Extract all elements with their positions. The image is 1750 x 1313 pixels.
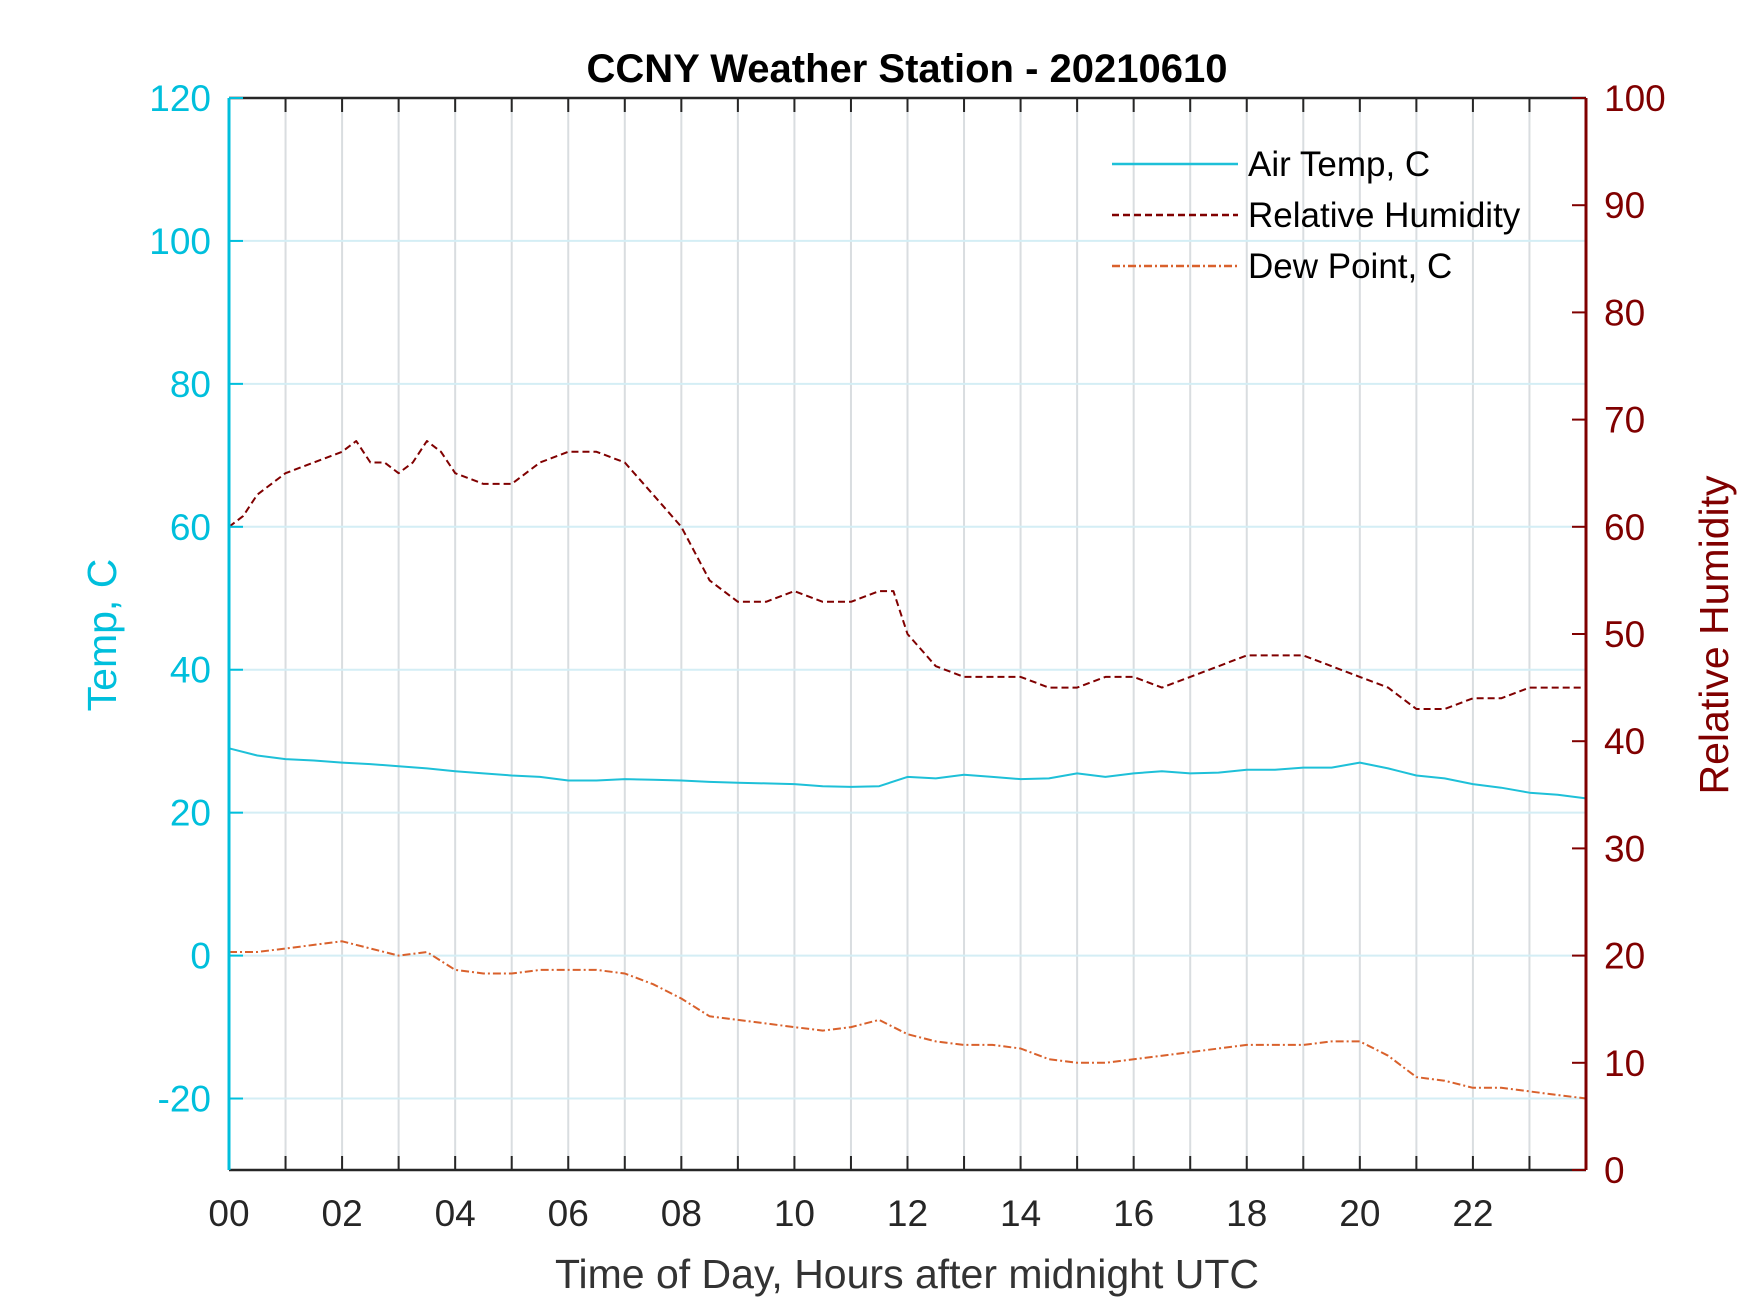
series-line-air-temp-c [228, 747, 1587, 800]
x-tick-label: 18 [1226, 1193, 1267, 1234]
y-right-tick-label: 10 [1604, 1043, 1645, 1084]
legend-label-relative-humidity: Relative Humidity [1248, 196, 1521, 235]
y-axis-label-left: Temp, C [79, 559, 125, 712]
series-line-relative-humidity [228, 440, 1586, 710]
y-axis-label-right: Relative Humidity [1691, 475, 1737, 794]
x-tick-label: 16 [1113, 1193, 1154, 1234]
y-left-tick-label: 80 [170, 364, 211, 405]
x-tick-label: 12 [887, 1193, 928, 1234]
y-left-tick-label: 120 [149, 78, 211, 119]
x-tick-label: 08 [661, 1193, 702, 1234]
y-right-tick-label: 80 [1604, 292, 1645, 333]
grid-lines [229, 97, 1586, 1170]
y-right-tick-label: 100 [1604, 78, 1666, 119]
y-left-tick-label: 20 [170, 793, 211, 834]
y-right-tick-label: 60 [1604, 507, 1645, 548]
chart-title: CCNY Weather Station - 20210610 [587, 47, 1228, 91]
x-tick-label: 02 [322, 1193, 363, 1234]
y-right-tick-label: 70 [1604, 400, 1645, 441]
x-tick-label: 04 [435, 1193, 476, 1234]
tick-labels: 00 02 04 06 08 10 12 14 16 18 20 22-200204060801001… [149, 78, 1665, 1234]
x-tick-label: 20 [1339, 1193, 1380, 1234]
x-tick-label: 22 [1452, 1193, 1493, 1234]
y-right-tick-label: 0 [1604, 1150, 1625, 1191]
y-left-tick-label: 40 [170, 650, 211, 691]
y-right-tick-label: 50 [1604, 614, 1645, 655]
y-left-tick-label: 60 [170, 507, 211, 548]
y-right-tick-label: 20 [1604, 936, 1645, 977]
y-left-tick-label: 100 [149, 221, 211, 262]
legend: Air Temp, C Relative Humidity Dew Point,… [1112, 145, 1521, 286]
y-right-tick-label: 90 [1604, 185, 1645, 226]
legend-label-dew-point: Dew Point, C [1248, 247, 1452, 286]
y-left-tick-label: 0 [190, 936, 211, 977]
x-tick-label: 06 [548, 1193, 589, 1234]
x-tick-label: 00 [208, 1193, 249, 1234]
x-tick-label: 10 [774, 1193, 815, 1234]
x-axis-label: Time of Day, Hours after midnight UTC [555, 1251, 1259, 1297]
axes [227, 96, 1588, 1172]
y-right-tick-label: 30 [1604, 828, 1645, 869]
legend-label-air-temp: Air Temp, C [1248, 145, 1430, 184]
series-lines [228, 440, 1587, 1100]
y-right-tick-label: 40 [1604, 721, 1645, 762]
y-left-tick-label: -20 [158, 1079, 211, 1120]
x-tick-label: 14 [1000, 1193, 1041, 1234]
